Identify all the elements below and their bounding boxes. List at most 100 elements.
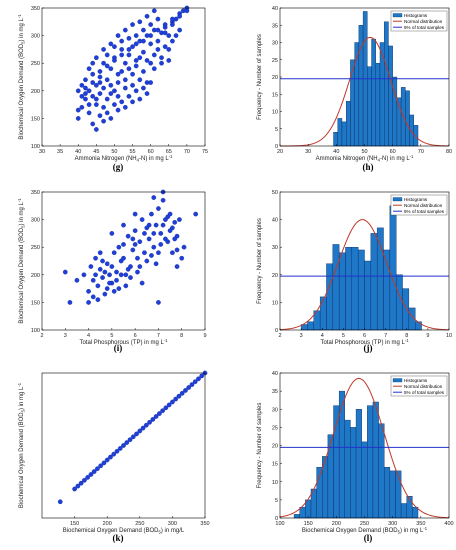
histogram-bar xyxy=(333,131,338,147)
scatter-point xyxy=(126,52,132,58)
histogram-bar xyxy=(351,246,359,331)
scatter-point xyxy=(137,428,143,434)
panel-caption: (l) xyxy=(364,533,373,543)
y-axis-label: Frequency - Number of samples xyxy=(257,34,263,120)
y-tick-label: 300 xyxy=(31,218,40,224)
scatter-point xyxy=(97,74,103,80)
scatter-point xyxy=(123,272,129,278)
scatter-point xyxy=(123,283,129,289)
scatter-point xyxy=(176,393,182,399)
x-axis-label: Total Phosphorous (TP) in mg L-1 xyxy=(79,338,168,346)
scatter-point xyxy=(101,105,106,110)
scatter-point xyxy=(83,91,88,96)
scatter-point xyxy=(133,88,139,94)
scatter-point xyxy=(135,269,140,275)
scatter-point xyxy=(93,272,98,278)
scatter-point xyxy=(148,60,154,66)
scatter-point xyxy=(91,469,97,474)
y-axis-label: Biochemical Oxygen Demand (BOD5) in mg L… xyxy=(17,14,26,140)
scatter-point xyxy=(170,16,175,22)
legend-entry: 5% of total samples xyxy=(404,390,445,395)
scatter-point xyxy=(166,58,172,63)
y-tick-label: 30 xyxy=(272,41,278,47)
scatter-point xyxy=(181,244,187,250)
histogram-bar xyxy=(307,321,314,331)
scatter-point xyxy=(104,96,110,102)
scatter-point xyxy=(90,277,96,283)
scatter-point xyxy=(86,66,92,72)
scatter-point xyxy=(139,217,145,222)
scatter-point xyxy=(148,33,154,38)
histogram-bar xyxy=(337,118,343,147)
scatter-point xyxy=(146,236,152,242)
scatter-point xyxy=(133,63,139,69)
scatter-point xyxy=(132,211,138,217)
x-tick-label: 20 xyxy=(277,149,283,155)
scatter-point xyxy=(151,52,157,58)
scatter-point xyxy=(100,275,105,280)
y-tick-label: 50 xyxy=(272,190,278,196)
y-tick-label: 200 xyxy=(31,89,40,95)
histogram-bar xyxy=(375,63,381,147)
scatter-point xyxy=(147,419,152,425)
scatter-point xyxy=(86,102,92,107)
scatter-point xyxy=(115,71,121,77)
scatter-point xyxy=(170,225,175,231)
y-tick-label: 350 xyxy=(31,6,40,12)
histogram-bar xyxy=(405,90,410,147)
scatter-point xyxy=(165,214,171,220)
scatter-point xyxy=(97,266,103,272)
scatter-point xyxy=(119,52,125,58)
scatter-point xyxy=(158,242,164,247)
histogram-bar xyxy=(355,409,362,519)
y-tick-label: 15 xyxy=(272,92,278,98)
legend-box xyxy=(390,10,448,32)
y-tick-label: 0 xyxy=(275,144,278,150)
y-tick-label: 40 xyxy=(272,218,278,224)
scatter-point xyxy=(78,480,84,486)
scatter-point xyxy=(112,44,117,49)
scatter-point xyxy=(143,422,149,428)
scatter-point xyxy=(160,408,165,414)
y-tick-label: 20 xyxy=(272,75,278,81)
scatter-point xyxy=(114,277,119,283)
scatter-point xyxy=(93,96,99,102)
scatter-point xyxy=(153,222,159,228)
scatter-point xyxy=(137,264,143,269)
scatter-point xyxy=(151,195,157,200)
scatter-point xyxy=(141,69,146,74)
x-tick-label: 300 xyxy=(168,521,177,527)
scatter-point xyxy=(108,41,114,47)
scatter-point xyxy=(177,13,182,19)
scatter-point xyxy=(115,80,121,85)
scatter-point xyxy=(104,63,110,69)
scatter-point xyxy=(148,22,154,27)
y-tick-label: 5 xyxy=(275,127,278,133)
scatter-point xyxy=(90,121,96,127)
scatter-point xyxy=(102,269,108,275)
y-tick-label: 250 xyxy=(31,61,40,67)
scatter-point xyxy=(170,38,175,44)
plot-frame xyxy=(41,7,206,147)
x-tick-label: 50 xyxy=(111,149,117,155)
y-tick-label: 10 xyxy=(272,480,278,486)
scatter-point xyxy=(75,483,81,489)
scatter-point xyxy=(170,22,175,27)
scatter-point xyxy=(137,55,143,61)
histogram-bar xyxy=(367,405,374,519)
scatter-point xyxy=(130,71,135,77)
scatter-point xyxy=(137,19,143,25)
scatter-point xyxy=(97,80,103,85)
scatter-point xyxy=(177,27,182,33)
histogram-bar xyxy=(389,470,396,519)
y-tick-label: 0 xyxy=(275,328,278,334)
scatter-point xyxy=(101,460,107,466)
histogram-bar xyxy=(388,45,393,147)
scatter-point xyxy=(86,88,92,94)
legend-box xyxy=(390,194,448,216)
histogram-bar xyxy=(415,321,422,331)
scatter-point xyxy=(67,300,73,305)
normal-distribution-curve xyxy=(279,219,450,331)
scatter-point xyxy=(75,107,81,113)
scatter-point xyxy=(156,250,161,256)
